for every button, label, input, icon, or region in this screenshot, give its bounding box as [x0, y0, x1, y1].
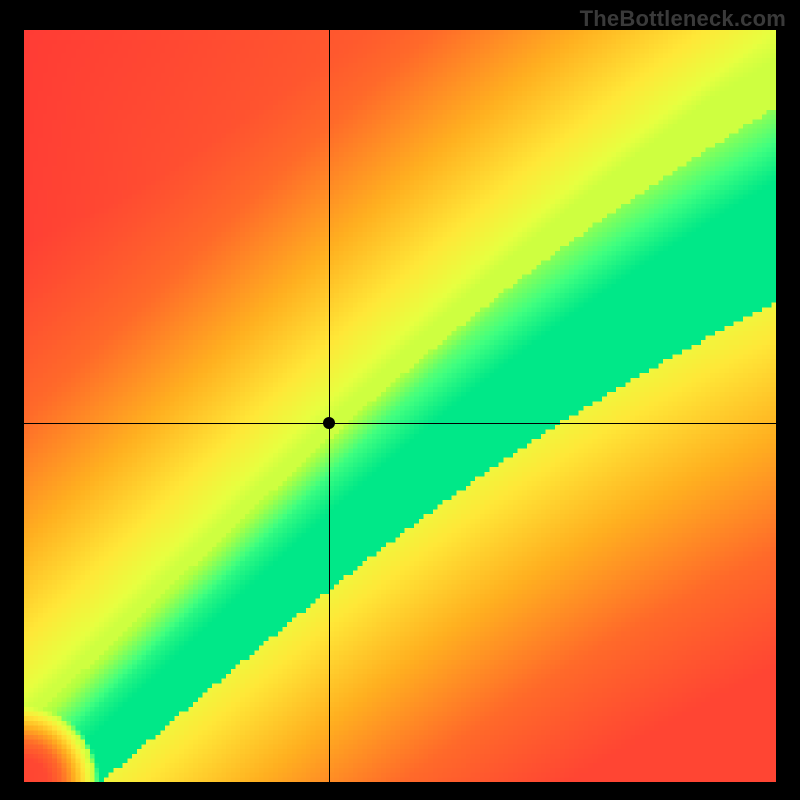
heatmap-plot	[24, 30, 776, 782]
watermark-text: TheBottleneck.com	[580, 6, 786, 32]
data-point-marker	[323, 417, 335, 429]
crosshair-vertical	[329, 30, 330, 782]
crosshair-horizontal	[24, 423, 776, 424]
heatmap-canvas	[24, 30, 776, 782]
